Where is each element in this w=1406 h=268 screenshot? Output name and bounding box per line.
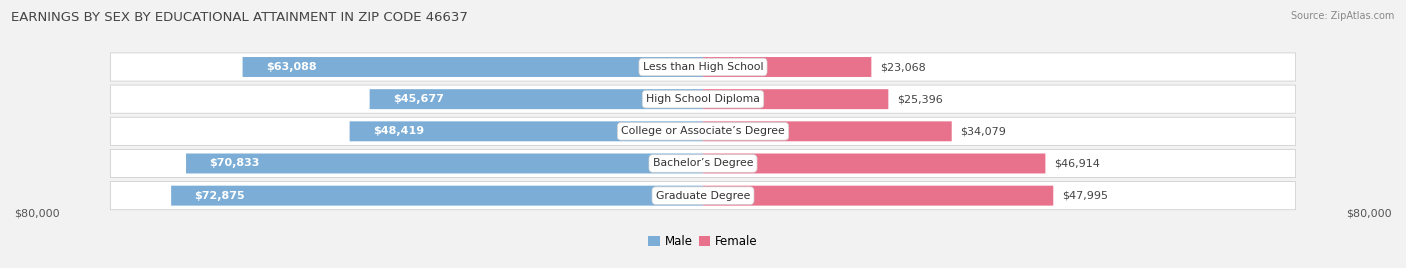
Text: Source: ZipAtlas.com: Source: ZipAtlas.com [1291,11,1395,21]
FancyBboxPatch shape [703,154,1046,173]
Text: EARNINGS BY SEX BY EDUCATIONAL ATTAINMENT IN ZIP CODE 46637: EARNINGS BY SEX BY EDUCATIONAL ATTAINMEN… [11,11,468,24]
Text: $45,677: $45,677 [394,94,444,104]
FancyBboxPatch shape [111,149,1295,178]
FancyBboxPatch shape [370,89,703,109]
FancyBboxPatch shape [703,89,889,109]
Text: College or Associate’s Degree: College or Associate’s Degree [621,126,785,136]
Text: High School Diploma: High School Diploma [647,94,759,104]
Text: $46,914: $46,914 [1054,158,1099,169]
Text: $48,419: $48,419 [373,126,425,136]
FancyBboxPatch shape [172,186,703,206]
Text: $47,995: $47,995 [1062,191,1108,201]
Text: $34,079: $34,079 [960,126,1007,136]
Text: $72,875: $72,875 [194,191,245,201]
FancyBboxPatch shape [703,121,952,141]
Text: Graduate Degree: Graduate Degree [655,191,751,201]
FancyBboxPatch shape [703,57,872,77]
Text: $80,000: $80,000 [1347,209,1392,219]
FancyBboxPatch shape [703,186,1053,206]
FancyBboxPatch shape [111,117,1295,146]
Text: $23,068: $23,068 [880,62,927,72]
Text: $25,396: $25,396 [897,94,943,104]
FancyBboxPatch shape [186,154,703,173]
FancyBboxPatch shape [111,85,1295,113]
Text: $70,833: $70,833 [209,158,260,169]
Text: Less than High School: Less than High School [643,62,763,72]
FancyBboxPatch shape [111,53,1295,81]
FancyBboxPatch shape [111,181,1295,210]
Text: $80,000: $80,000 [14,209,59,219]
Text: $63,088: $63,088 [266,62,316,72]
Text: Bachelor’s Degree: Bachelor’s Degree [652,158,754,169]
Legend: Male, Female: Male, Female [644,230,762,253]
FancyBboxPatch shape [243,57,703,77]
FancyBboxPatch shape [350,121,703,141]
